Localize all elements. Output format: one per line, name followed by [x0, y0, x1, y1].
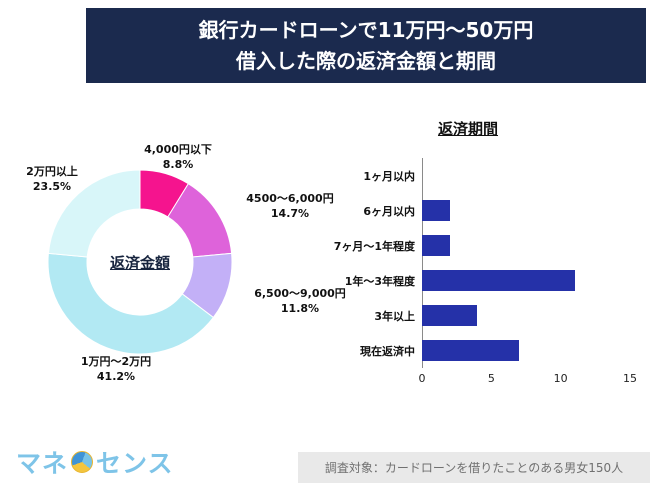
logo-text-prefix: マネ [16, 449, 69, 478]
survey-note: 調査対象：カードローンを借りたことのある男女150人 [298, 452, 650, 483]
bar-track [422, 298, 630, 333]
coin-icon [71, 451, 94, 473]
x-tick-label: 10 [553, 372, 568, 385]
bar-chart-x-axis: 0 5 10 15 [418, 372, 638, 388]
x-tick-label: 0 [418, 372, 426, 385]
pie-slice-label-value: 14.7% [270, 206, 310, 220]
bar-track [422, 193, 630, 228]
bar-chart-axis-line [422, 158, 423, 368]
bar [422, 270, 575, 291]
pie-slice-label-value: 41.2% [96, 369, 136, 383]
manesense-logo: マネ センス [16, 444, 174, 480]
pie-slice-label-text: 6,500〜9,000円 [254, 287, 346, 300]
bar-row: 1ヶ月以内 [330, 158, 630, 193]
pie-slice-label-text: 2万円以上 [26, 165, 78, 178]
bar-row: 現在返済中 [330, 333, 630, 368]
pie-slice-label-value: 8.8% [162, 157, 194, 171]
x-tick-label: 5 [487, 372, 495, 385]
header-title-line1: 銀行カードローンで11万円〜50万円 [198, 17, 534, 42]
pie-slice-label: 4,000円以下 8.8% [128, 143, 228, 173]
bar-category-label: 6ヶ月以内 [363, 204, 415, 218]
bar-row: 7ヶ月〜1年程度 [330, 228, 630, 263]
bar [422, 305, 478, 326]
bar-category-label: 1年〜3年程度 [344, 274, 415, 288]
bar-row: 1年〜3年程度 [330, 263, 630, 298]
pie-slice-label: 2万円以上 23.5% [10, 165, 94, 195]
pie-slice-label-text: 4,000円以下 [144, 143, 212, 156]
pie-slice-label-text: 4500〜6,000円 [246, 192, 334, 205]
bar-category-label: 現在返済中 [360, 344, 415, 358]
bar [422, 340, 520, 361]
header-banner: 銀行カードローンで11万円〜50万円 借入した際の返済金額と期間 [86, 8, 646, 83]
bar-track [422, 333, 630, 368]
bar-category-label: 1ヶ月以内 [363, 169, 415, 183]
bar [422, 200, 450, 221]
pie-slice-4 [47, 169, 141, 258]
logo-text-suffix: センス [96, 449, 174, 478]
pie-slice-label-value: 23.5% [32, 179, 72, 193]
bar-track [422, 263, 630, 298]
x-tick-label: 15 [623, 372, 637, 385]
donut-chart [47, 169, 233, 355]
pie-slice-label-text: 1万円〜2万円 [80, 355, 152, 368]
bar-category-label: 7ヶ月〜1年程度 [333, 239, 415, 253]
header-title-line2: 借入した際の返済金額と期間 [236, 48, 496, 73]
bar-chart: 1ヶ月以内 6ヶ月以内 7ヶ月〜1年程度 1年〜3年程度 3年以上現在返済中 0 5 1… [330, 158, 638, 388]
pie-slice-3 [47, 252, 215, 355]
bar-category-label: 3年以上 [374, 309, 415, 323]
bar-track [422, 228, 630, 263]
bar-row: 3年以上 [330, 298, 630, 333]
bar-track [422, 158, 630, 193]
pie-slice-label: 4500〜6,000円 14.7% [240, 192, 340, 222]
bar-rows: 1ヶ月以内 6ヶ月以内 7ヶ月〜1年程度 1年〜3年程度 3年以上現在返済中 [330, 158, 630, 368]
pie-slice-label: 1万円〜2万円 41.2% [66, 355, 166, 385]
pie-slice-label-value: 11.8% [280, 301, 320, 315]
bar [422, 235, 450, 256]
pie-slice-label: 6,500〜9,000円 11.8% [248, 287, 352, 317]
bar-chart-title: 返済期間 [437, 120, 498, 138]
bar-row: 6ヶ月以内 [330, 193, 630, 228]
